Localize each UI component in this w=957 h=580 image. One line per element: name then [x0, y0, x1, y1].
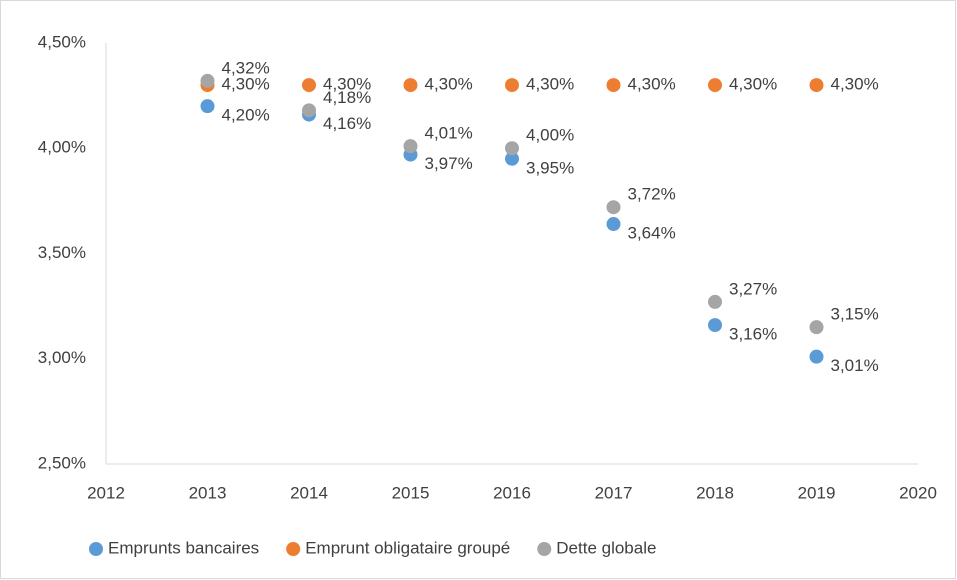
data-label: 4,30% — [628, 75, 676, 94]
data-label: 4,30% — [425, 75, 473, 94]
point — [200, 99, 215, 114]
point — [302, 78, 316, 93]
data-label: 3,97% — [425, 154, 473, 173]
x-tick-label: 2012 — [87, 483, 125, 502]
point — [505, 151, 519, 166]
data-label: 4,01% — [425, 124, 473, 143]
x-tick-label: 2016 — [493, 483, 531, 502]
point — [403, 139, 418, 154]
legend-label: Emprunt obligataire groupé — [305, 538, 510, 557]
point — [606, 217, 621, 232]
point — [200, 73, 215, 88]
legend-label: Dette globale — [556, 538, 656, 557]
data-label: 4,30% — [526, 75, 574, 94]
data-label: 4,30% — [729, 75, 777, 94]
point — [606, 200, 621, 215]
data-label: 4,30% — [222, 75, 270, 94]
data-label: 4,20% — [222, 106, 270, 125]
x-tick-label: 2017 — [595, 483, 633, 502]
point — [302, 103, 316, 118]
data-label: 3,64% — [628, 224, 676, 243]
legend-marker — [89, 542, 103, 556]
legend-marker — [537, 542, 552, 556]
data-label: 3,01% — [831, 356, 879, 375]
data-label: 3,15% — [831, 305, 879, 324]
data-label: 4,32% — [222, 58, 270, 77]
data-label: 3,95% — [526, 158, 574, 177]
point — [708, 318, 722, 333]
data-label: 4,30% — [831, 75, 879, 94]
data-label: 4,16% — [323, 114, 371, 133]
x-tick-label: 2018 — [696, 483, 734, 502]
y-tick-label: 4,50% — [38, 32, 86, 51]
y-tick-label: 2,50% — [38, 453, 86, 472]
point — [505, 78, 519, 93]
data-label: 3,27% — [729, 279, 777, 298]
data-label: 3,16% — [729, 325, 777, 344]
point — [809, 349, 824, 364]
data-label: 3,72% — [628, 185, 676, 204]
x-tick-label: 2014 — [290, 483, 328, 502]
point — [708, 294, 722, 309]
x-tick-label: 2015 — [392, 483, 430, 502]
point — [708, 78, 722, 93]
point — [809, 320, 824, 335]
data-label: 4,00% — [526, 126, 574, 145]
legend-marker — [286, 542, 301, 556]
point — [606, 78, 621, 93]
point — [505, 141, 519, 156]
legend-label: Emprunts bancaires — [108, 538, 259, 557]
data-label: 4,30% — [323, 75, 371, 94]
data-label: 4,18% — [323, 88, 371, 107]
y-tick-label: 4,00% — [38, 138, 86, 157]
y-tick-label: 3,50% — [38, 243, 86, 262]
y-tick-label: 3,00% — [38, 348, 86, 367]
point — [809, 78, 824, 93]
x-tick-label: 2020 — [899, 483, 937, 502]
x-tick-label: 2019 — [798, 483, 836, 502]
point — [403, 78, 418, 93]
x-tick-label: 2013 — [189, 483, 227, 502]
